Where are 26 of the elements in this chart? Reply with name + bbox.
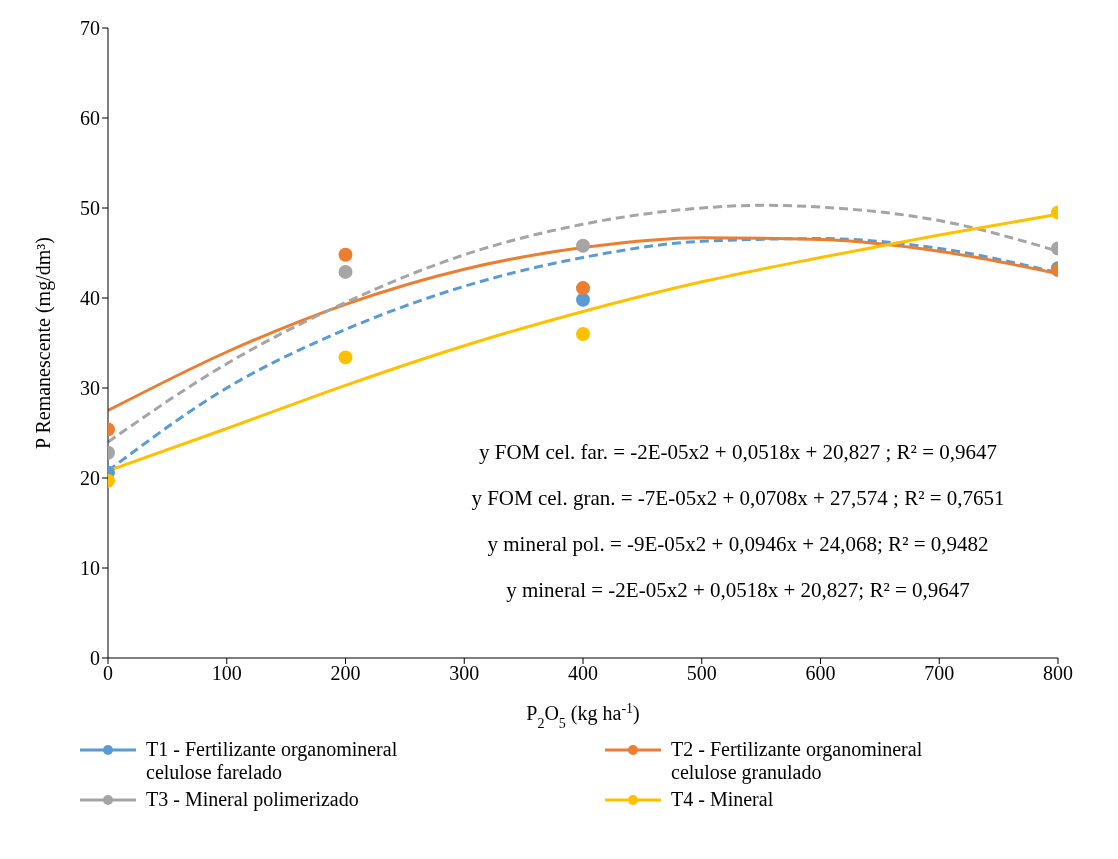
x-tick-label: 700 <box>924 662 955 685</box>
annotation: y FOM cel. gran. = -7E-05x2 + 0,0708x + 27,574 ; R² = 0,7651 <box>470 486 1006 511</box>
annotation: y mineral = -2E-05x2 + 0,0518x + 20,827; R² = 0,9647 <box>505 578 971 603</box>
x-tick-label: 400 <box>568 662 598 685</box>
legend-label: T2 - Fertilizante organomineral celulose granulado <box>671 738 924 784</box>
annotation: y mineral pol. = -9E-05x2 + 0,0946x + 24,068; R² = 0,9482 <box>486 532 990 557</box>
x-axis-title: P$_{2}$O$_{5}$ (kg ha$^{-1}$) <box>526 700 640 731</box>
x-tick-label: 600 <box>805 662 836 685</box>
x-tick-label: 300 <box>449 662 480 685</box>
legend-label: T4 - Mineral <box>671 788 774 811</box>
y-tick-label: 70 <box>80 17 100 40</box>
legend-label: T3 - Mineral polimerizado <box>146 788 359 811</box>
legend-label: T1 - Fertilizante organomineral celulose farelado <box>146 738 399 784</box>
annotation: y FOM cel. far. = -2E-05x2 + 0,0518x + 20,827 ; R² = 0,9647 <box>478 440 998 465</box>
y-tick-label: 0 <box>90 647 100 670</box>
y-tick-label: 40 <box>80 287 100 310</box>
y-axis-title: P Remanescente (mg/dm³) <box>32 237 55 449</box>
x-tick-label: 100 <box>211 662 242 685</box>
x-tick-label: 500 <box>686 662 717 685</box>
y-tick-label: 30 <box>80 377 100 400</box>
y-tick-label: 60 <box>80 107 100 130</box>
y-tick-label: 20 <box>80 467 100 490</box>
x-tick-label: 800 <box>1043 662 1073 685</box>
y-tick-label: 10 <box>80 557 100 580</box>
x-tick-label: 200 <box>330 662 361 685</box>
y-tick-label: 50 <box>80 197 100 220</box>
